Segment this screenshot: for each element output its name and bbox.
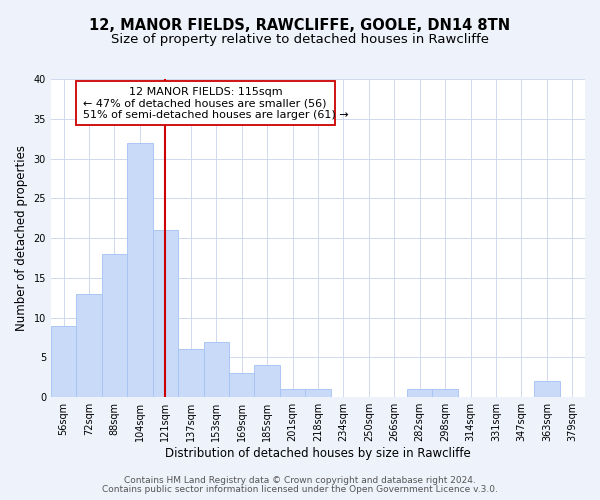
Bar [229,374,254,397]
Bar [254,366,280,397]
Bar [51,326,76,397]
Text: 51% of semi-detached houses are larger (61) →: 51% of semi-detached houses are larger (… [83,110,349,120]
Bar [76,294,102,397]
Text: Size of property relative to detached houses in Rawcliffe: Size of property relative to detached ho… [111,32,489,46]
Text: 12 MANOR FIELDS: 115sqm: 12 MANOR FIELDS: 115sqm [129,86,283,97]
Text: 12, MANOR FIELDS, RAWCLIFFE, GOOLE, DN14 8TN: 12, MANOR FIELDS, RAWCLIFFE, GOOLE, DN14… [89,18,511,32]
Bar [407,390,433,397]
Y-axis label: Number of detached properties: Number of detached properties [15,145,28,331]
Bar [127,142,152,397]
FancyBboxPatch shape [76,80,335,125]
Bar [178,350,203,397]
Bar [280,390,305,397]
Text: Contains public sector information licensed under the Open Government Licence v.: Contains public sector information licen… [102,485,498,494]
Bar [102,254,127,397]
Text: Contains HM Land Registry data © Crown copyright and database right 2024.: Contains HM Land Registry data © Crown c… [124,476,476,485]
Bar [203,342,229,397]
Text: ← 47% of detached houses are smaller (56): ← 47% of detached houses are smaller (56… [83,99,327,109]
Bar [305,390,331,397]
Bar [433,390,458,397]
Bar [534,382,560,397]
X-axis label: Distribution of detached houses by size in Rawcliffe: Distribution of detached houses by size … [165,447,471,460]
Bar [152,230,178,397]
